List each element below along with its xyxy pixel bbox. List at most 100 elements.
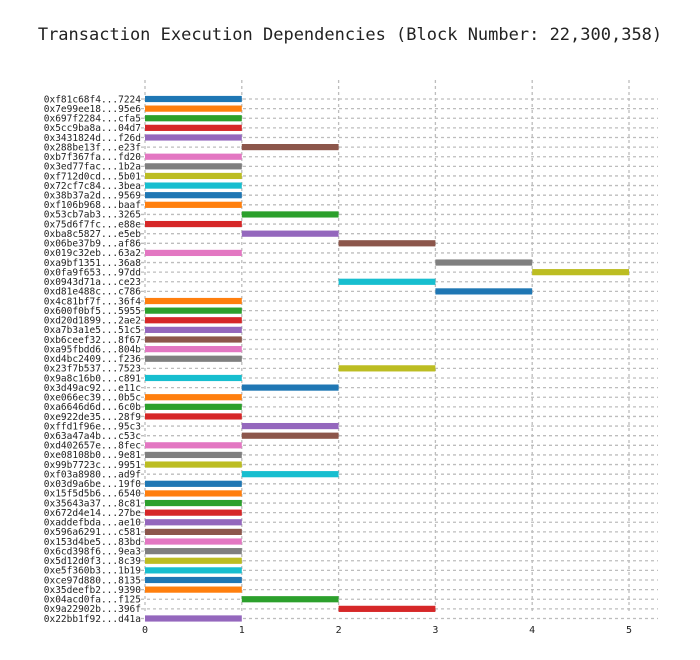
grid-lines — [141, 80, 658, 620]
x-tick-label: 4 — [529, 625, 535, 636]
row-label: 0x153d4be5...83bd — [44, 537, 141, 548]
bar — [241, 596, 339, 603]
bar — [145, 374, 242, 382]
bar — [145, 442, 242, 449]
row-label: 0x288be13f...e23f — [44, 142, 141, 153]
bar — [145, 586, 242, 593]
row-label: 0x23f7b537...7523 — [44, 364, 141, 375]
bar — [145, 124, 242, 131]
row-label: 0x019c32eb...63a2 — [44, 248, 141, 259]
row-label: 0x06be37b9...af86 — [44, 239, 142, 250]
row-label: 0x75d6f7fc...e88e — [44, 219, 142, 230]
bar — [145, 451, 242, 459]
row-label: 0x35643a37...8c81 — [44, 498, 142, 509]
x-tick-label: 0 — [142, 625, 148, 636]
bar — [435, 288, 533, 295]
bar — [145, 172, 242, 180]
row-label: 0xffd1f96e...95c3 — [44, 421, 141, 432]
bar — [145, 134, 242, 141]
row-label: 0xf03a8980...ad9f — [44, 469, 141, 480]
bar — [145, 297, 242, 305]
bar — [338, 240, 436, 247]
row-label: 0x0943d71a...ce23 — [44, 277, 141, 288]
bar — [145, 615, 242, 622]
bar — [145, 307, 242, 314]
bar — [241, 211, 339, 218]
bar — [145, 153, 242, 160]
bar — [145, 201, 242, 208]
row-label: 0xe066ec39...0b5c — [44, 393, 141, 404]
row-label: 0xe5f360b3...1b19 — [44, 566, 142, 577]
row-label: 0x35deefb2...9390 — [44, 585, 142, 596]
row-label: 0xa7b3a1e5...51c5 — [44, 325, 141, 336]
x-tick-label: 2 — [336, 625, 342, 636]
row-label: 0x5d12d0f3...8c39 — [44, 556, 142, 567]
row-label: 0x697f2284...cfa5 — [44, 114, 141, 125]
chart-title: Transaction Execution Dependencies (Bloc… — [38, 25, 662, 45]
bar — [145, 490, 242, 497]
row-label: 0x0fa9f653...97dd — [44, 267, 141, 278]
bar — [145, 346, 242, 353]
bar — [145, 538, 242, 545]
bar — [145, 461, 242, 468]
x-axis-ticks: 0 1 2 3 4 5 — [142, 625, 632, 636]
row-label: 0xe922de35...28f9 — [44, 412, 142, 423]
bar — [145, 163, 242, 170]
bar — [338, 605, 436, 612]
bar — [145, 413, 242, 420]
bar — [338, 365, 436, 372]
row-label: 0x600f0bf5...5955 — [44, 306, 141, 317]
row-label: 0xe08108b0...9e81 — [44, 450, 142, 461]
row-label: 0x15f5d5b6...6540 — [44, 489, 142, 500]
row-label: 0x3d49ac92...e11c — [44, 383, 141, 394]
row-labels: 0xf81c68f4...72240x7e99ee18...95e60x697f… — [44, 94, 142, 624]
row-label: 0xce97d880...8135 — [44, 575, 141, 586]
bar — [241, 432, 339, 439]
bar — [145, 182, 242, 189]
row-label: 0xa6646d6d...6c0b — [44, 402, 142, 413]
bar — [145, 105, 242, 112]
row-label: 0xa9bf1351...36a8 — [44, 258, 142, 269]
row-label: 0x63a47a4b...c53c — [44, 431, 141, 442]
row-label: 0x7e99ee18...95e6 — [44, 104, 142, 115]
bar — [145, 548, 242, 555]
row-label: 0xb6ceef32...8f67 — [44, 335, 141, 346]
bar — [435, 259, 533, 266]
row-label: 0x4c81bf7f...36f4 — [44, 296, 142, 307]
row-label: 0x99b7723c...9951 — [44, 460, 142, 471]
row-label: 0xba8c5827...e5eb — [44, 229, 142, 240]
bar — [145, 355, 242, 362]
bar — [241, 144, 339, 151]
row-label: 0xa95fbdd6...804b — [44, 344, 142, 355]
row-label: 0x5cc9ba8a...04d7 — [44, 123, 141, 134]
row-label: 0x04acd0fa...f125 — [44, 595, 141, 606]
x-tick-label: 3 — [432, 625, 438, 636]
bar — [145, 519, 242, 526]
row-label: 0xaddefbda...ae10 — [44, 518, 142, 529]
x-tick-label: 5 — [626, 625, 632, 636]
bar — [145, 509, 242, 516]
bar — [145, 576, 242, 584]
row-label: 0xb7f367fa...fd20 — [44, 152, 142, 163]
row-label: 0xf712d0cd...5b01 — [44, 171, 142, 182]
row-label: 0xd4bc2409...f236 — [44, 354, 142, 365]
row-label: 0x596a6291...c581 — [44, 527, 142, 538]
bar — [241, 471, 339, 478]
row-label: 0x03d9a6be...19f0 — [44, 479, 142, 490]
bar — [145, 499, 242, 507]
row-label: 0x9a8c16b0...c891 — [44, 373, 142, 384]
row-label: 0x3431824d...f26d — [44, 133, 141, 144]
row-label: 0xf81c68f4...7224 — [44, 94, 142, 105]
row-label: 0x3ed77fac...1b2a — [44, 162, 141, 173]
bar — [532, 269, 629, 276]
row-label: 0xf106b968...baaf — [44, 200, 141, 211]
bar — [241, 422, 339, 430]
bar — [145, 192, 242, 199]
bar — [241, 384, 339, 391]
x-tick-label: 1 — [239, 625, 245, 636]
row-label: 0x38b37a2d...9569 — [44, 191, 142, 202]
row-label: 0xd20d1899...2ae2 — [44, 316, 141, 327]
bar — [241, 230, 339, 237]
bar — [145, 326, 242, 333]
